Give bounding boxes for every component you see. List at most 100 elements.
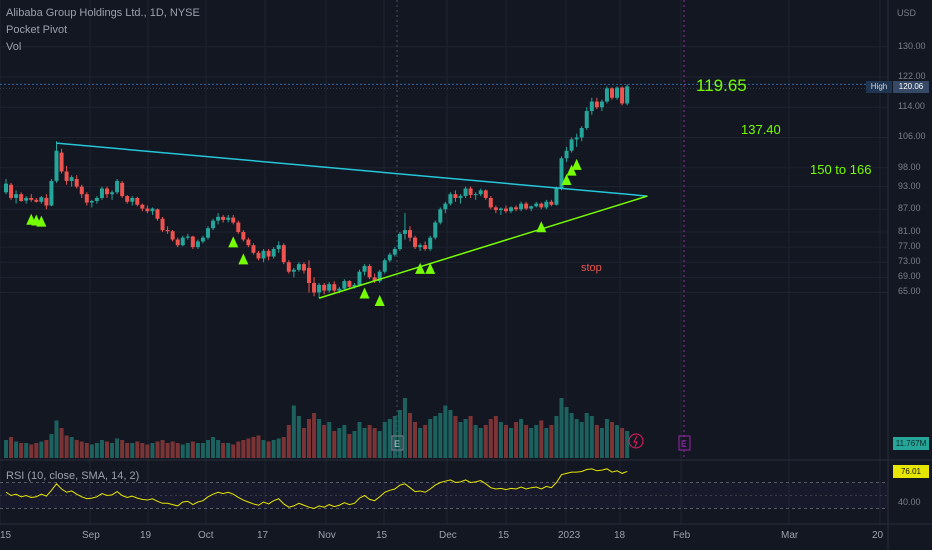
volume-bar bbox=[604, 419, 609, 458]
candle-body bbox=[94, 197, 99, 201]
rsi-line bbox=[5, 468, 628, 510]
candle-body bbox=[337, 288, 342, 291]
volume-bar bbox=[286, 425, 291, 458]
candle-body bbox=[402, 230, 407, 234]
volume-bar bbox=[84, 443, 89, 458]
candle-body bbox=[357, 271, 362, 285]
rsi-label[interactable]: RSI (10, close, SMA, 14, 2) bbox=[6, 470, 140, 482]
price-tick-label: 114.00 bbox=[898, 101, 925, 112]
volume-bar bbox=[584, 413, 589, 458]
candle-body bbox=[84, 194, 89, 203]
volume-bar bbox=[503, 425, 508, 458]
candle-body bbox=[155, 209, 160, 219]
volume-bar bbox=[332, 431, 337, 458]
volume-bar bbox=[478, 428, 483, 458]
candle-body bbox=[453, 194, 458, 198]
volume-bar bbox=[312, 413, 317, 458]
pocket-pivot-arrow bbox=[571, 158, 582, 170]
candle-body bbox=[281, 245, 286, 263]
volume-bar bbox=[625, 431, 630, 458]
candle-body bbox=[397, 233, 402, 249]
pocket-pivot-arrow bbox=[425, 262, 436, 274]
candle-body bbox=[59, 152, 64, 172]
time-tick-label: 15 bbox=[498, 530, 510, 541]
volume-bar bbox=[200, 443, 205, 458]
volume-bar bbox=[514, 422, 519, 458]
stop-label: stop bbox=[581, 262, 602, 274]
volume-bar bbox=[559, 398, 564, 458]
candle-body bbox=[539, 203, 544, 208]
price-tick-label: 87.00 bbox=[898, 203, 921, 214]
volume-bar bbox=[266, 441, 271, 458]
price-tick-label: 98.00 bbox=[898, 161, 921, 172]
volume-bar bbox=[130, 443, 135, 458]
candle-body bbox=[4, 183, 8, 193]
pocket-pivot-arrow bbox=[238, 253, 249, 265]
candle-body bbox=[69, 177, 74, 181]
volume-bar bbox=[519, 419, 524, 458]
volume-bar bbox=[49, 434, 54, 458]
volume-bar bbox=[39, 441, 44, 458]
volume-bar bbox=[392, 416, 397, 458]
indicator-volume[interactable]: Vol bbox=[6, 41, 22, 53]
candle-body bbox=[200, 237, 205, 242]
candle-body bbox=[185, 236, 190, 238]
volume-bar bbox=[569, 413, 574, 458]
volume-bar bbox=[377, 431, 382, 458]
candle-body bbox=[584, 111, 589, 129]
rsi-value-badge: 76.01 bbox=[893, 465, 929, 478]
candle-body bbox=[286, 262, 291, 272]
candle-body bbox=[195, 241, 200, 248]
candle-body bbox=[251, 245, 256, 253]
symbol-title[interactable]: Alibaba Group Holdings Ltd., 1D, NYSE bbox=[6, 7, 200, 19]
volume-bar bbox=[170, 441, 175, 458]
candle-body bbox=[256, 252, 261, 259]
time-tick-label: Nov bbox=[318, 530, 336, 541]
earnings-marker: E bbox=[678, 435, 691, 451]
volume-bar bbox=[19, 443, 24, 458]
volume-bar bbox=[443, 405, 448, 458]
volume-bar bbox=[110, 443, 115, 458]
volume-bar bbox=[281, 437, 286, 458]
price-tick-label: 69.00 bbox=[898, 271, 921, 282]
volume-bar bbox=[610, 422, 614, 458]
candle-body bbox=[589, 101, 594, 112]
volume-bar bbox=[438, 413, 443, 458]
candle-body bbox=[549, 201, 554, 205]
price-tick-label: 93.00 bbox=[898, 180, 921, 191]
candle-body bbox=[615, 87, 620, 98]
volume-bar bbox=[498, 422, 503, 458]
volume-bar bbox=[291, 405, 296, 458]
indicator-pocket-pivot[interactable]: Pocket Pivot bbox=[6, 24, 68, 36]
volume-bar bbox=[145, 444, 150, 458]
volume-bar bbox=[509, 428, 513, 458]
time-tick-label: 15 bbox=[376, 530, 388, 541]
candle-body bbox=[160, 218, 165, 231]
candle-body bbox=[352, 284, 357, 287]
volume-bar bbox=[327, 422, 332, 458]
candle-body bbox=[377, 271, 382, 282]
candle-body bbox=[478, 190, 483, 195]
candle-body bbox=[332, 284, 337, 291]
candle-body bbox=[534, 203, 539, 207]
candle-body bbox=[291, 269, 296, 272]
volume-bar bbox=[64, 435, 69, 458]
candle-body bbox=[458, 196, 463, 198]
earnings-marker-box bbox=[678, 435, 691, 451]
candle-body bbox=[610, 88, 614, 98]
volume-bar bbox=[599, 428, 604, 458]
candle-body bbox=[226, 217, 231, 220]
volume-bar bbox=[423, 425, 428, 458]
price-tick-label: 106.00 bbox=[898, 131, 926, 142]
volume-bar bbox=[387, 419, 392, 458]
candle-body bbox=[579, 128, 584, 138]
time-tick-label: 20 bbox=[872, 530, 884, 541]
volume-bar bbox=[317, 419, 322, 458]
volume-bar bbox=[463, 419, 468, 458]
candle-body bbox=[503, 208, 508, 212]
volume-bar bbox=[534, 425, 539, 458]
volume-bar bbox=[322, 425, 327, 458]
time-tick-label: Mar bbox=[781, 530, 799, 541]
candle-body bbox=[145, 208, 150, 212]
